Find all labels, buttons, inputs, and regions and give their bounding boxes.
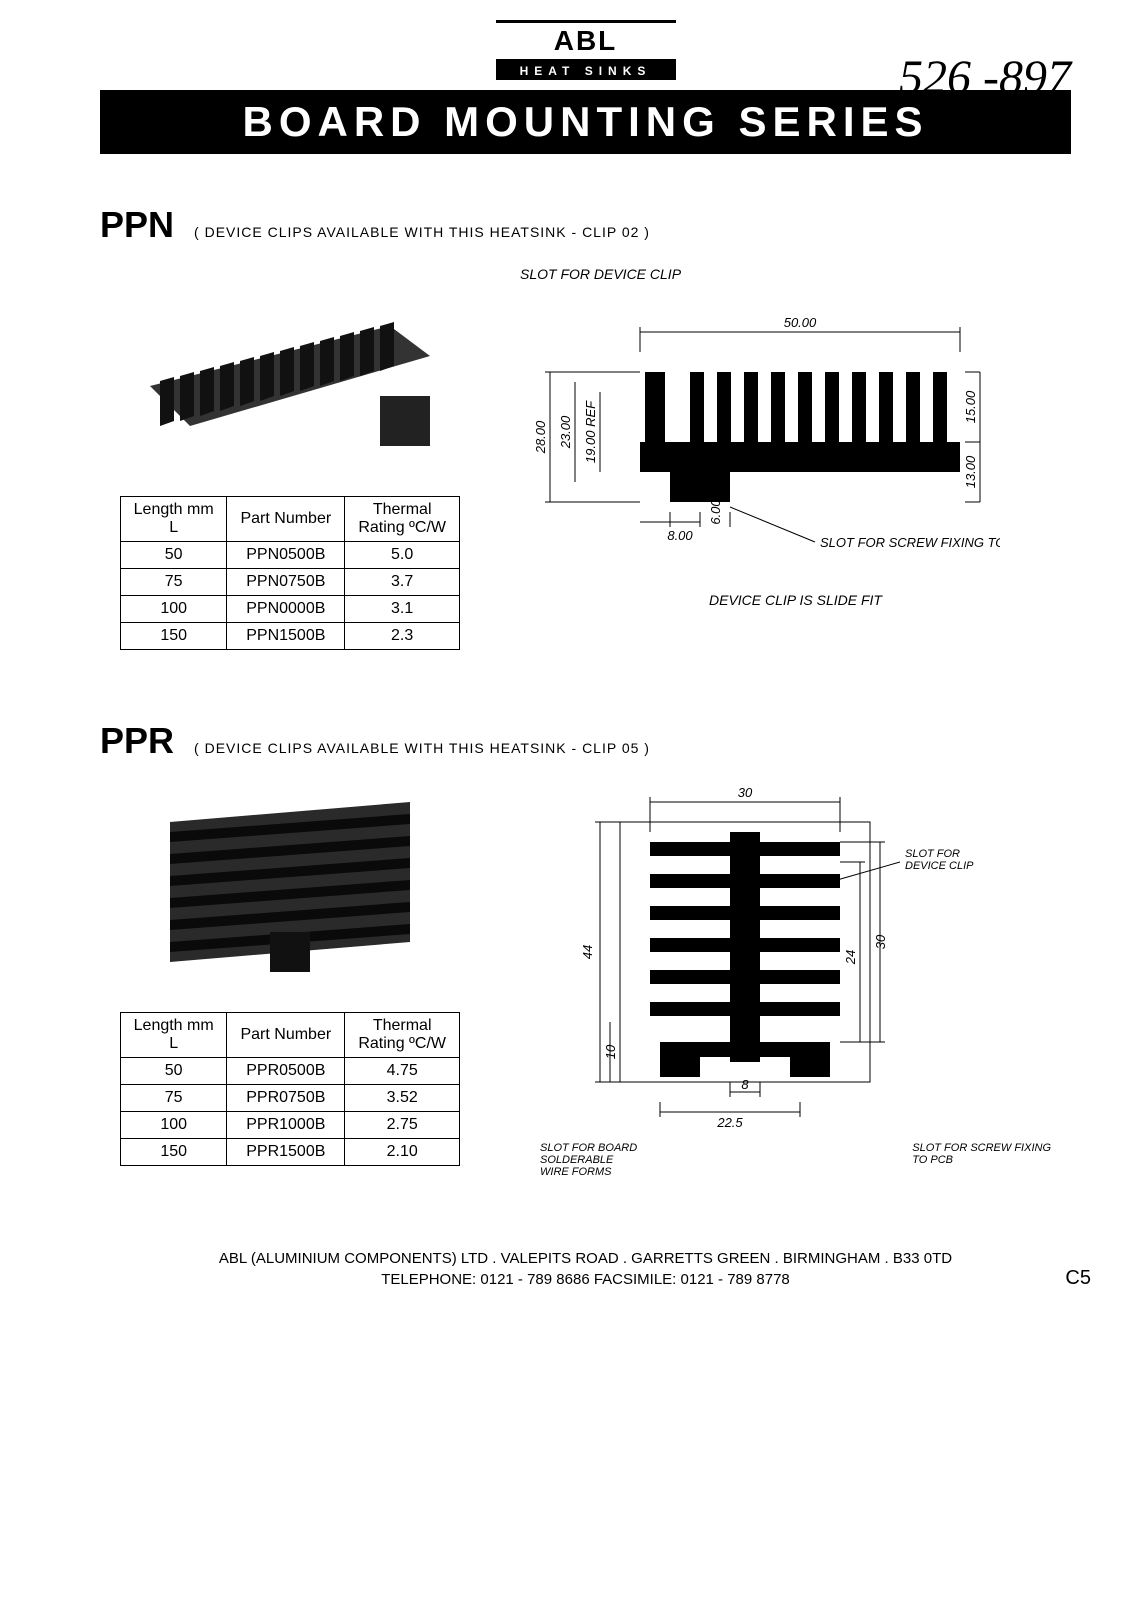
table-row: 50PPR0500B4.75 [121,1058,460,1085]
ppn-left-col: Length mm L Part Number Thermal Rating º… [100,266,480,650]
dim-ppr-10: 10 [603,1044,618,1059]
ppr-header: PPR ( DEVICE CLIPS AVAILABLE WITH THIS H… [100,720,1071,762]
table-cell: PPN0750B [227,569,345,596]
table-cell: 3.7 [345,569,460,596]
dim-19ref: 19.00 REF [583,400,598,463]
ppn-table: Length mm L Part Number Thermal Rating º… [120,496,460,650]
col-part: Part Number [227,1013,345,1058]
table-cell: PPR1500B [227,1139,345,1166]
ppn-screw-note: SLOT FOR SCREW FIXING TO P.C.B. [820,535,1000,550]
dim-ppr-30: 30 [873,934,888,949]
col-length: Length mm L [121,1013,227,1058]
table-cell: PPN0500B [227,542,345,569]
dim-ppr-44: 44 [580,945,595,959]
table-cell: 2.10 [345,1139,460,1166]
table-cell: 75 [121,1085,227,1112]
dim-ppr-22: 22.5 [716,1115,743,1130]
footer: ABL (ALUMINIUM COMPONENTS) LTD . VALEPIT… [100,1248,1071,1290]
table-cell: 50 [121,1058,227,1085]
ppn-note: ( DEVICE CLIPS AVAILABLE WITH THIS HEATS… [194,224,650,240]
datasheet-page: ABL HEAT SINKS 526 -897 BOARD MOUNTING S… [0,0,1131,1330]
ppr-code: PPR [100,720,174,762]
dim-23: 23.00 [558,415,573,449]
logo-subtitle: HEAT SINKS [496,62,676,80]
table-header-row: Length mm L Part Number Thermal Rating º… [121,497,460,542]
ppr-bottom-notes: SLOT FOR BOARD SOLDERABLE WIRE FORMS SLO… [520,1142,1071,1178]
dim-ppr-8: 8 [741,1077,749,1092]
ppr-heatsink-image [130,782,450,982]
table-header-row: Length mm L Part Number Thermal Rating º… [121,1013,460,1058]
table-cell: 50 [121,542,227,569]
table-cell: 3.1 [345,596,460,623]
dim-6: 6.00 [708,499,723,525]
table-row: 100PPN0000B3.1 [121,596,460,623]
ppn-diagram-col: SLOT FOR DEVICE CLIP 50.00 [520,266,1071,650]
table-row: 150PPR1500B2.10 [121,1139,460,1166]
ppn-cross-section: 50.00 [520,312,1000,572]
col-thermal: Thermal Rating ºC/W [345,497,460,542]
ppr-note: ( DEVICE CLIPS AVAILABLE WITH THIS HEATS… [194,740,650,756]
table-cell: PPR0750B [227,1085,345,1112]
ppn-caption-bottom: DEVICE CLIP IS SLIDE FIT [520,592,1071,608]
table-cell: 150 [121,1139,227,1166]
table-cell: PPN0000B [227,596,345,623]
table-cell: PPR0500B [227,1058,345,1085]
table-cell: 75 [121,569,227,596]
dim-width: 50.00 [784,315,817,330]
ppr-table: Length mm L Part Number Thermal Rating º… [120,1012,460,1166]
ppn-caption-top: SLOT FOR DEVICE CLIP [520,266,1071,282]
table-cell: 3.52 [345,1085,460,1112]
page-code: C5 [1065,1267,1091,1290]
table-cell: PPN1500B [227,623,345,650]
handwritten-ref: 526 -897 [899,50,1071,105]
col-thermal: Thermal Rating ºC/W [345,1013,460,1058]
table-cell: 100 [121,596,227,623]
ppr-clip-note: SLOT FORDEVICE CLIP [905,848,974,872]
col-part: Part Number [227,497,345,542]
ppr-screw-note: SLOT FOR SCREW FIXING TO PCB [912,1142,1051,1178]
ppr-left-col: Length mm L Part Number Thermal Rating º… [100,782,480,1178]
ppr-diagram-col: 30 44 10 [520,782,1071,1178]
table-row: 150PPN1500B2.3 [121,623,460,650]
table-row: 50PPN0500B5.0 [121,542,460,569]
logo-box: ABL HEAT SINKS [496,20,676,80]
table-row: 75PPR0750B3.52 [121,1085,460,1112]
table-cell: 2.75 [345,1112,460,1139]
ppr-cross-section: 30 44 10 [520,782,1000,1142]
dim-15: 15.00 [963,390,978,423]
dim-13: 13.00 [963,455,978,488]
table-cell: 5.0 [345,542,460,569]
table-cell: 150 [121,623,227,650]
ppn-body: Length mm L Part Number Thermal Rating º… [100,266,1071,650]
table-cell: 2.3 [345,623,460,650]
table-cell: 4.75 [345,1058,460,1085]
col-length: Length mm L [121,497,227,542]
table-row: 100PPR1000B2.75 [121,1112,460,1139]
ppn-header: PPN ( DEVICE CLIPS AVAILABLE WITH THIS H… [100,204,1071,246]
dim-28: 28.00 [533,420,548,454]
table-row: 75PPN0750B3.7 [121,569,460,596]
dim-ppr-width: 30 [738,785,753,800]
table-cell: 100 [121,1112,227,1139]
ppn-code: PPN [100,204,174,246]
ppr-wire-note: SLOT FOR BOARD SOLDERABLE WIRE FORMS [540,1142,637,1178]
ppn-heatsink-image [130,266,450,466]
footer-line1: ABL (ALUMINIUM COMPONENTS) LTD . VALEPIT… [100,1248,1071,1269]
ppr-body: Length mm L Part Number Thermal Rating º… [100,782,1071,1178]
logo-brand: ABL [496,20,676,62]
footer-line2: TELEPHONE: 0121 - 789 8686 FACSIMILE: 01… [100,1269,1071,1290]
dim-8: 8.00 [667,528,693,543]
dim-ppr-24: 24 [843,950,858,965]
table-cell: PPR1000B [227,1112,345,1139]
